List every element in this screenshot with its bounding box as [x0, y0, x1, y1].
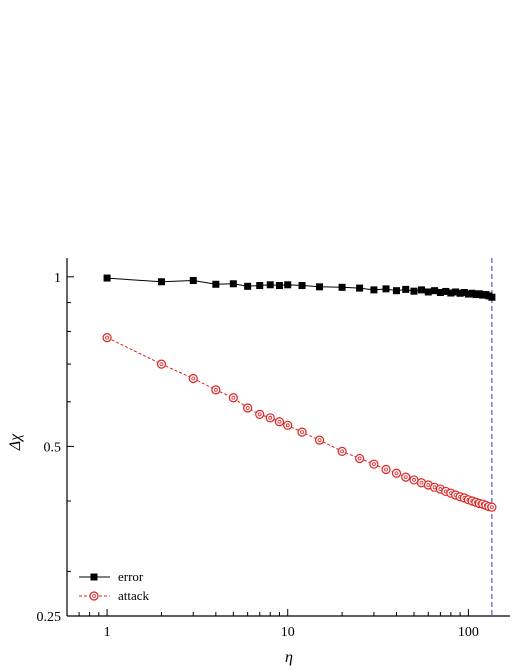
data-point-inner	[159, 362, 164, 366]
data-point-inner	[384, 467, 388, 472]
data-point	[212, 280, 220, 288]
data-point-inner	[372, 462, 376, 467]
data-point	[274, 417, 285, 427]
data-point	[370, 286, 378, 294]
data-point	[355, 453, 365, 464]
data-point	[255, 409, 265, 419]
data-point	[424, 288, 432, 296]
data-point-inner	[277, 419, 282, 424]
legend-label-error: error	[118, 569, 144, 584]
data-point	[401, 472, 411, 482]
data-point	[337, 446, 347, 456]
x-tick-label: 10	[281, 625, 295, 640]
x-axis-label: η	[285, 649, 293, 666]
data-point	[487, 502, 497, 512]
data-point	[460, 288, 468, 296]
data-point	[464, 290, 472, 298]
legend-label-attack: attack	[118, 588, 150, 603]
data-point-inner	[105, 335, 109, 340]
data-point	[369, 459, 379, 469]
data-point	[488, 293, 496, 301]
data-point	[409, 475, 419, 485]
data-point	[275, 282, 283, 290]
data-point-inner	[317, 438, 322, 443]
data-point	[188, 373, 198, 384]
legend: error attack	[79, 569, 150, 603]
legend-marker-attack	[89, 591, 99, 601]
data-point	[452, 288, 460, 296]
data-point	[402, 285, 410, 293]
data-point-inner	[257, 412, 262, 417]
series-error	[103, 274, 496, 301]
data-point	[447, 289, 455, 297]
x-tick-label: 100	[458, 625, 479, 640]
data-point	[229, 280, 237, 288]
data-point	[284, 281, 292, 289]
data-point	[431, 287, 439, 295]
data-point-inner	[300, 430, 304, 435]
data-point	[316, 283, 324, 291]
data-point-inner	[191, 376, 196, 381]
data-point-inner	[285, 423, 290, 428]
data-point-inner	[426, 483, 431, 487]
data-point	[266, 281, 274, 289]
legend-marker-error	[90, 573, 98, 581]
data-point	[456, 289, 464, 297]
data-point	[283, 420, 293, 430]
series-layer	[102, 274, 497, 512]
data-point-inner	[213, 387, 218, 392]
data-point	[410, 287, 418, 295]
data-point	[338, 283, 346, 291]
data-point-inner	[357, 456, 362, 461]
y-tick-label: 0.5	[44, 440, 62, 455]
data-point-inner	[340, 449, 345, 454]
data-point	[468, 289, 476, 297]
data-point	[382, 285, 390, 293]
data-point	[102, 333, 112, 343]
y-axis-label: Δχ	[7, 433, 24, 451]
data-point-inner	[419, 480, 424, 485]
data-point-inner	[490, 505, 494, 510]
data-point	[314, 435, 325, 445]
data-point-inner	[432, 485, 437, 490]
data-point	[417, 286, 425, 294]
data-point-inner	[394, 471, 399, 476]
data-point	[392, 287, 400, 295]
data-point	[298, 282, 306, 290]
data-point	[265, 413, 275, 423]
legend-marker-inner-attack	[92, 594, 96, 598]
data-point	[211, 385, 221, 395]
y-tick-label: 0.25	[37, 610, 62, 625]
data-point-inner	[231, 395, 236, 400]
y-tick-label: 1	[54, 271, 61, 286]
data-point	[189, 277, 197, 285]
data-point	[156, 359, 167, 369]
data-point	[243, 403, 253, 413]
data-point	[103, 274, 111, 282]
data-point	[297, 427, 307, 437]
axes: 1 10 100 0.25 0.5 1	[37, 258, 510, 640]
data-point-inner	[268, 415, 273, 420]
data-point	[157, 278, 165, 286]
data-point-inner	[403, 475, 408, 480]
data-point	[442, 287, 450, 295]
data-point	[381, 464, 391, 475]
data-point	[356, 284, 364, 292]
series-attack	[102, 333, 497, 512]
data-point	[436, 288, 444, 296]
data-point	[228, 393, 238, 403]
data-point-inner	[412, 478, 416, 482]
data-point-inner	[245, 406, 250, 410]
x-tick-label: 1	[104, 625, 111, 640]
data-point	[256, 282, 264, 290]
data-point	[244, 282, 252, 290]
data-point	[391, 468, 402, 478]
